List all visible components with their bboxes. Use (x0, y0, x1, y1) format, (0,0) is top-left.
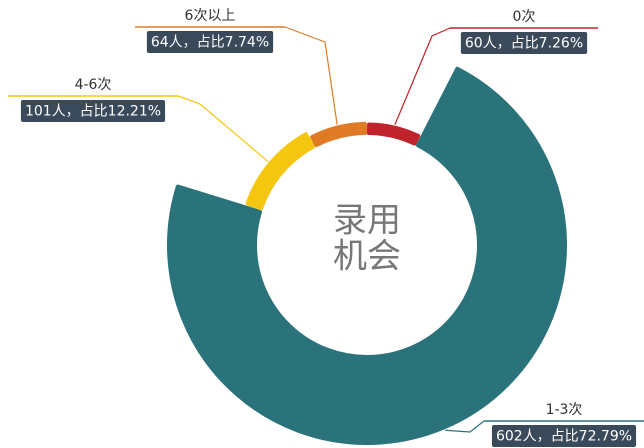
data-label: 602人，占比72.79% (496, 429, 632, 445)
legend-label: 6次以上 (185, 8, 236, 24)
leader-line (284, 26, 338, 125)
data-label: 101人，占比12.21% (25, 104, 161, 120)
slice (310, 121, 368, 148)
legend-label: 4-6次 (75, 77, 112, 93)
legend-label: 1-3次 (546, 402, 583, 418)
slice (245, 132, 315, 211)
legend-label: 0次 (513, 9, 536, 25)
slice (366, 122, 421, 146)
label-box (491, 425, 637, 447)
label-box (460, 32, 588, 54)
label-box (146, 31, 274, 53)
leader-line (445, 420, 485, 433)
center-text: 机会 (333, 237, 401, 277)
data-label: 64人，占比7.74% (151, 35, 269, 51)
data-label: 60人，占比7.26% (465, 36, 583, 52)
slice (167, 66, 567, 445)
center-text: 录用 (333, 201, 401, 241)
leader-line (177, 95, 269, 162)
leader-line (394, 27, 451, 125)
label-box (20, 100, 166, 122)
